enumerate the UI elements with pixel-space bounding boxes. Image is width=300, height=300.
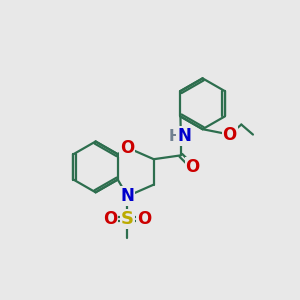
Text: N: N: [177, 127, 191, 145]
Text: O: O: [103, 210, 118, 228]
Text: O: O: [137, 210, 152, 228]
Text: O: O: [185, 158, 200, 176]
Text: S: S: [121, 210, 134, 228]
Text: N: N: [121, 187, 134, 205]
Text: H: H: [168, 129, 181, 144]
Text: O: O: [223, 126, 237, 144]
Text: O: O: [120, 139, 134, 157]
